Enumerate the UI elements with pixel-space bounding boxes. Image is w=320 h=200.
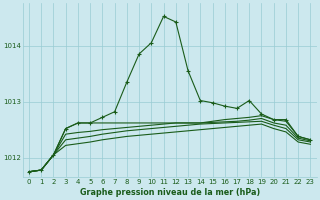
X-axis label: Graphe pression niveau de la mer (hPa): Graphe pression niveau de la mer (hPa) <box>80 188 260 197</box>
